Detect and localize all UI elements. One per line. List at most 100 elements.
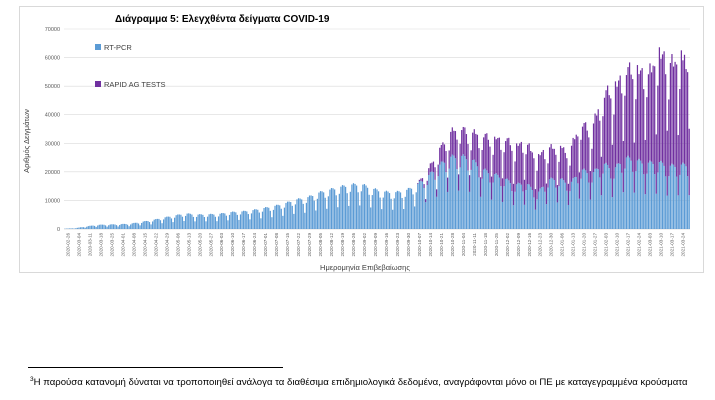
bar-rt-pcr xyxy=(318,192,320,229)
bar-rapid-ag xyxy=(682,60,684,163)
bar-rapid-ag xyxy=(531,152,533,190)
bar-rt-pcr xyxy=(310,195,312,229)
bar-rt-pcr xyxy=(426,185,428,229)
bar-rt-pcr xyxy=(264,207,267,229)
bar-rapid-ag xyxy=(578,172,580,199)
covid-samples-chart: 0 10000 20000 30000 40000 50000 60000 70000 2020… xyxy=(22,14,690,272)
bar-rt-pcr xyxy=(610,178,612,229)
bar-rt-pcr xyxy=(349,191,351,229)
bar-rt-pcr xyxy=(275,204,278,229)
bar-rapid-ag xyxy=(537,154,540,192)
bar-rt-pcr xyxy=(607,164,609,229)
bar-rt-pcr xyxy=(497,174,499,229)
bar-rapid-ag xyxy=(668,99,670,177)
bar-rapid-ag xyxy=(514,161,516,192)
bar-rt-pcr xyxy=(230,212,232,229)
bar-rapid-ag xyxy=(685,69,687,167)
bar-rt-pcr xyxy=(148,222,151,229)
bar-rt-pcr xyxy=(583,168,585,229)
bar-rt-pcr xyxy=(412,194,414,229)
bar-rt-pcr xyxy=(382,197,384,229)
x-axis-label: Ημερομηνία Επιβεβαίωσης xyxy=(320,263,410,272)
bar-rt-pcr xyxy=(417,183,419,229)
bar-rt-pcr xyxy=(404,196,406,229)
bar-rt-pcr xyxy=(621,172,623,229)
y-tick-label: 40000 xyxy=(45,113,60,119)
bar-rapid-ag xyxy=(432,161,435,173)
bar-rapid-ag xyxy=(687,72,689,177)
x-tick-label: 2020-06-03 xyxy=(219,233,224,257)
bar-rt-pcr xyxy=(268,207,270,229)
bar-rt-pcr xyxy=(654,174,656,229)
x-tick-label: 2021-01-27 xyxy=(593,233,598,257)
bar-rt-pcr xyxy=(120,224,122,229)
bar-rapid-ag xyxy=(666,130,668,196)
bar-rapid-ag xyxy=(479,177,482,197)
bar-rt-pcr xyxy=(476,166,479,229)
bar-rt-pcr xyxy=(479,196,482,229)
legend-swatch-rt-pcr xyxy=(95,44,101,50)
bar-rt-pcr xyxy=(89,225,91,229)
bar-rt-pcr xyxy=(636,160,639,229)
bar-rapid-ag xyxy=(600,156,602,196)
bar-rt-pcr xyxy=(418,181,420,229)
bar-rt-pcr xyxy=(166,216,168,229)
x-tick-label: 2021-01-13 xyxy=(571,233,576,257)
bar-rt-pcr xyxy=(197,214,199,229)
bar-rapid-ag xyxy=(467,144,469,171)
bar-rt-pcr xyxy=(277,204,279,229)
bar-rt-pcr xyxy=(591,182,593,229)
bar-rt-pcr xyxy=(184,215,187,229)
bar-rt-pcr xyxy=(567,204,570,229)
bar-rt-pcr xyxy=(633,192,635,229)
bar-rt-pcr xyxy=(167,216,169,229)
bar-rt-pcr xyxy=(286,201,289,229)
bar-rapid-ag xyxy=(672,66,675,165)
x-tick-label: 2020-11-04 xyxy=(461,233,466,257)
bar-rt-pcr xyxy=(495,173,497,229)
bar-rt-pcr xyxy=(374,188,377,229)
bar-rt-pcr xyxy=(210,213,212,229)
bar-rt-pcr xyxy=(152,221,154,229)
bar-rapid-ag xyxy=(569,165,571,192)
bar-rt-pcr xyxy=(635,171,637,229)
bar-rapid-ag xyxy=(591,148,593,183)
bar-rt-pcr xyxy=(376,189,378,229)
bar-rt-pcr xyxy=(338,193,340,229)
bar-rt-pcr xyxy=(646,173,648,229)
bar-rt-pcr xyxy=(456,169,458,229)
bar-rt-pcr xyxy=(552,178,554,229)
bar-rt-pcr xyxy=(465,159,468,229)
bar-rt-pcr xyxy=(122,223,124,229)
bar-rt-pcr xyxy=(131,223,133,229)
bar-rt-pcr xyxy=(602,173,604,229)
bar-rt-pcr xyxy=(283,207,286,229)
bar-rt-pcr xyxy=(158,218,160,229)
bar-rapid-ag xyxy=(520,141,522,185)
x-tick-label: 2020-10-28 xyxy=(450,233,455,257)
bar-rt-pcr xyxy=(558,186,560,229)
bar-rt-pcr xyxy=(293,213,295,229)
bar-rt-pcr xyxy=(638,158,640,229)
bar-rt-pcr xyxy=(406,189,408,229)
bar-rt-pcr xyxy=(498,177,500,229)
bar-rt-pcr xyxy=(217,216,220,229)
bar-rt-pcr xyxy=(668,176,670,229)
bar-rt-pcr xyxy=(109,224,111,229)
bar-rt-pcr xyxy=(112,224,115,229)
bar-rapid-ag xyxy=(599,120,601,178)
bar-rt-pcr xyxy=(282,215,284,229)
bar-rt-pcr xyxy=(243,210,245,229)
bar-rapid-ag xyxy=(517,145,519,183)
bar-rt-pcr xyxy=(169,216,171,229)
bar-rt-pcr xyxy=(188,213,190,229)
bar-rapid-ag xyxy=(494,136,496,175)
bar-rt-pcr xyxy=(486,170,488,229)
bar-rt-pcr xyxy=(79,227,82,229)
bar-rt-pcr xyxy=(335,195,337,229)
bar-rt-pcr xyxy=(241,211,243,229)
bar-rapid-ag xyxy=(621,93,623,173)
bar-rt-pcr xyxy=(409,187,411,229)
bar-rt-pcr xyxy=(548,179,551,229)
bar-rt-pcr xyxy=(505,178,507,229)
